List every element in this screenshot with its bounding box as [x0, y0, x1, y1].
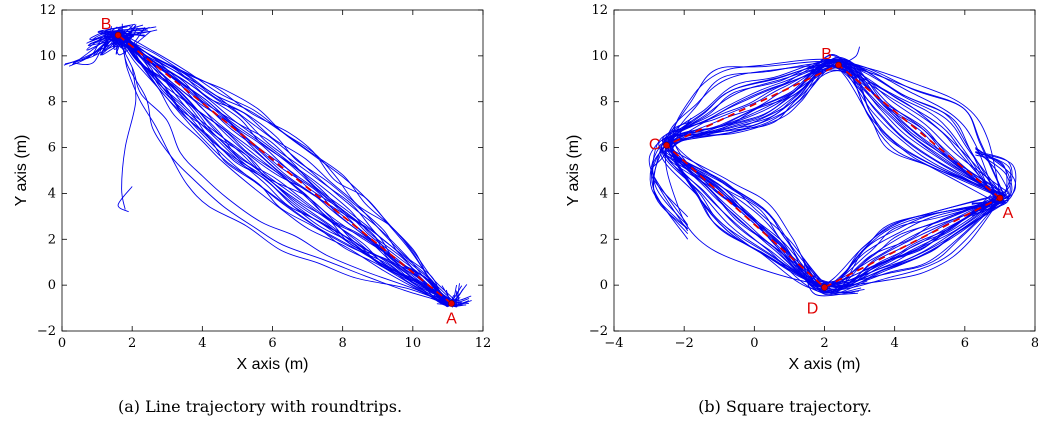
y-tick-label: 10 — [39, 49, 56, 64]
waypoint-label: A — [446, 310, 457, 327]
x-tick-label: 2 — [128, 336, 136, 351]
y-tick-label: −2 — [589, 324, 608, 339]
y-tick-label: 8 — [48, 95, 56, 110]
caption: (a) Line trajectory with roundtrips. — [118, 397, 402, 416]
y-tick-label: 6 — [48, 141, 56, 156]
waypoint-label: A — [1003, 205, 1014, 222]
trajectory-line — [650, 117, 692, 218]
waypoint-d — [821, 284, 828, 291]
trajectory-line — [68, 29, 149, 67]
trajectory-line — [73, 26, 157, 66]
x-tick-label: −4 — [604, 336, 623, 351]
trajectory-line — [803, 258, 859, 293]
waypoint-b — [114, 31, 122, 39]
y-tick-label: 4 — [600, 186, 608, 201]
y-tick-label: 0 — [48, 278, 56, 293]
trajectory-line — [649, 129, 692, 229]
trajectory-line — [810, 54, 865, 81]
x-tick-label: −2 — [675, 336, 694, 351]
trajectory-line — [112, 34, 458, 307]
y-tick-label: −2 — [37, 324, 56, 339]
y-tick-label: 8 — [600, 95, 608, 110]
x-axis-label: X axis (m) — [789, 356, 861, 373]
y-tick-label: 0 — [600, 278, 608, 293]
trajectory-line — [803, 258, 856, 294]
trajectory-line — [662, 66, 1004, 294]
trajectory-line — [101, 33, 458, 308]
trajectory-group — [648, 46, 1017, 297]
x-axis-label: X axis (m) — [237, 356, 309, 373]
trajectory-line — [810, 60, 859, 81]
trajectory-line — [652, 126, 692, 227]
waypoint-label: B — [821, 46, 832, 63]
x-tick-label: 2 — [820, 336, 828, 351]
caption: (b) Square trajectory. — [698, 397, 872, 416]
x-tick-label: 4 — [891, 336, 899, 351]
waypoint-label: B — [101, 16, 112, 33]
y-axis-label: Y axis (m) — [565, 135, 582, 207]
y-tick-label: 2 — [48, 232, 56, 247]
waypoint-label: C — [649, 136, 661, 153]
trajectory-group — [63, 23, 472, 308]
x-tick-label: 0 — [750, 336, 758, 351]
y-tick-label: 4 — [48, 186, 56, 201]
trajectory-line — [667, 60, 1004, 293]
trajectory-line — [648, 122, 692, 226]
trajectory-line — [661, 64, 1001, 288]
trajectory-line — [664, 60, 998, 285]
x-tick-label: 6 — [268, 336, 276, 351]
trajectory-line — [971, 154, 1008, 216]
x-tick-label: 0 — [58, 336, 66, 351]
trajectory-line — [116, 34, 450, 303]
trajectory-line — [670, 61, 1009, 284]
trajectory-line — [670, 59, 1009, 290]
trajectory-line — [658, 59, 1009, 285]
waypoint-a — [996, 194, 1004, 202]
y-tick-label: 12 — [591, 3, 608, 18]
trajectory-line — [803, 260, 862, 294]
trajectory-line — [121, 67, 137, 210]
x-tick-label: 4 — [198, 336, 206, 351]
x-tick-label: 8 — [339, 336, 347, 351]
trajectory-line — [672, 63, 1007, 294]
x-tick-label: 8 — [1031, 336, 1038, 351]
trajectory-line — [803, 261, 858, 295]
trajectory-line — [971, 151, 1011, 208]
trajectory-line — [117, 186, 133, 213]
trajectory-line — [71, 25, 131, 65]
trajectory-line — [971, 151, 1013, 212]
trajectory-line — [118, 29, 452, 304]
trajectory-line — [72, 30, 150, 64]
waypoint-b — [835, 61, 842, 69]
trajectory-line — [971, 148, 1013, 205]
trajectory-line — [803, 261, 858, 293]
x-tick-label: 6 — [961, 336, 969, 351]
trajectory-line — [662, 65, 1009, 285]
x-tick-label: 10 — [405, 336, 422, 351]
trajectory-line — [810, 59, 852, 75]
trajectory-line — [810, 54, 857, 72]
trajectory-line — [113, 34, 455, 308]
y-axis-label: Y axis (m) — [13, 135, 30, 207]
y-tick-label: 10 — [591, 49, 608, 64]
trajectory-line — [672, 65, 1008, 289]
waypoint-c — [663, 141, 670, 149]
trajectory-line — [671, 62, 1009, 290]
y-tick-label: 6 — [600, 141, 608, 156]
y-tick-label: 12 — [39, 3, 56, 18]
waypoint-a — [448, 300, 455, 307]
trajectory-line — [845, 46, 861, 64]
x-tick-label: 12 — [475, 336, 492, 351]
trajectory-line — [658, 60, 1007, 288]
waypoint-label: D — [807, 300, 819, 317]
trajectory-line — [664, 58, 1003, 284]
reference-path — [117, 34, 452, 305]
y-tick-label: 2 — [600, 232, 608, 247]
trajectory-line — [100, 30, 462, 305]
